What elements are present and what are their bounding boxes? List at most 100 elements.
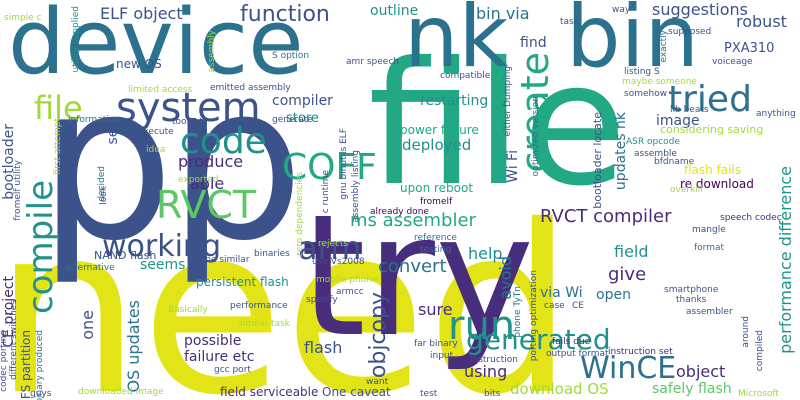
cloud-word: One caveat [322, 385, 391, 399]
cloud-word: look [99, 186, 109, 205]
cloud-word: flash fails [684, 163, 742, 177]
cloud-word: p [168, 37, 305, 288]
cloud-word: suggestions [652, 0, 748, 19]
cloud-word: file [34, 89, 83, 127]
cloud-word: generate [272, 115, 313, 125]
cloud-word: compiler [272, 93, 333, 109]
cloud-word: re download [680, 177, 754, 191]
cloud-word: help [468, 244, 503, 263]
cloud-word: robust [736, 12, 787, 31]
cloud-word: compile [21, 180, 61, 315]
cloud-word: maybe someone [622, 77, 697, 87]
cloud-word: sure [418, 300, 453, 319]
cloud-word: objcopy [366, 292, 391, 379]
cloud-word: WinCE [580, 351, 677, 386]
cloud-word: thanks [676, 295, 707, 305]
cloud-word: possible [184, 333, 242, 349]
cloud-word: smartphone [664, 285, 719, 295]
cloud-word: supposed [668, 27, 712, 37]
cloud-word: able [190, 174, 225, 193]
cloud-word: somehow [624, 89, 668, 99]
cloud-word: downloaded image [78, 387, 164, 397]
cloud-word: use Vs2008 [312, 257, 365, 267]
cloud-word: persistent flash [196, 275, 289, 289]
cloud-word: bits [484, 389, 501, 399]
cloud-word: field serviceable [220, 385, 319, 399]
cloud-word: safely flash [652, 381, 732, 397]
cloud-word: outline [370, 3, 419, 19]
cloud-word: c runtime [321, 170, 331, 214]
cloud-word: NAND flash [94, 249, 157, 262]
cloud-word: similar task [238, 319, 290, 329]
cloud-word: fromelf utility [13, 160, 23, 221]
cloud-word: idea [146, 145, 166, 155]
cloud-word: done similar [194, 255, 250, 265]
cloud-word: execute [138, 127, 174, 137]
cloud-word: file [368, 26, 627, 224]
cloud-word: optimized version [531, 96, 541, 177]
cloud-word: instruction set [608, 347, 673, 357]
cloud-word: alternative [66, 263, 115, 273]
cloud-word: either Dumping [503, 66, 513, 137]
cloud-word: gnu binutils ELF [339, 128, 349, 200]
cloud-word: seems [140, 257, 186, 273]
cloud-word: different switches [9, 300, 19, 381]
cloud-word: instruction [470, 355, 519, 365]
cloud-word: performance difference [776, 166, 795, 354]
cloud-word: simple c [4, 13, 42, 23]
cloud-word: arm [298, 229, 362, 267]
cloud-word: store [286, 111, 319, 126]
cloud-word: fails due [552, 337, 591, 347]
cloud-word: deployed [402, 136, 472, 154]
cloud-word: PXA310 [724, 41, 775, 56]
cloud-word: COFF [282, 147, 377, 188]
cloud-word: phone TyTn [513, 286, 523, 338]
cloud-word: codec porting [0, 330, 9, 392]
cloud-word: one [78, 310, 97, 340]
cloud-word: convert [378, 256, 447, 277]
cloud-word: way [612, 5, 631, 15]
cloud-word: CE [572, 301, 584, 311]
cloud-word: restarting [420, 93, 489, 109]
cloud-word: guys [30, 389, 52, 399]
cloud-word: speech codec [720, 213, 782, 223]
cloud-word: far binary [414, 339, 458, 349]
cloud-word: updates nk [613, 112, 629, 191]
cloud-word: mangle [692, 225, 726, 235]
cloud-word: mobile phone [316, 275, 378, 285]
cloud-word: first attempt [53, 118, 63, 175]
cloud-word: bin via [476, 4, 530, 23]
cloud-word: using [464, 362, 508, 381]
cloud-word: emitted assembly [210, 83, 291, 93]
cloud-word: open [596, 287, 631, 303]
cloud-word: give [608, 264, 647, 285]
cloud-word: new OS [116, 57, 162, 71]
cloud-word: S option [272, 51, 310, 61]
cloud-word: utility supplied [71, 6, 81, 73]
cloud-word: device [8, 0, 304, 95]
cloud-word: porting optimization [529, 270, 539, 362]
cloud-word: assembler [686, 307, 733, 317]
cloud-word: want [366, 377, 389, 387]
cloud-word: listing S [624, 67, 660, 77]
cloud-word: case [544, 301, 565, 311]
cloud-word: anything [756, 109, 796, 119]
cloud-word: amr speech [346, 57, 399, 67]
cloud-word: reference [414, 233, 457, 243]
cloud-word: binaries [254, 249, 290, 259]
cloud-word: voiceage [712, 57, 753, 67]
cloud-word: via Wi [540, 285, 583, 301]
cloud-word: p [38, 37, 175, 288]
cloud-word: object [676, 362, 726, 381]
cloud-word: RVCT [156, 183, 257, 227]
cloud-word: power failure [400, 123, 479, 137]
cloud-word: test [420, 389, 438, 399]
cloud-word: flash [304, 338, 343, 357]
cloud-word: system [116, 85, 261, 131]
cloud-word: Wi Fi [505, 150, 521, 183]
cloud-word: bin [566, 0, 699, 87]
cloud-word: Microsoft [738, 389, 779, 399]
cloud-word: lib beats [670, 105, 709, 115]
cloud-word: upon reboot [400, 181, 474, 195]
cloud-word: rejects [318, 239, 349, 249]
